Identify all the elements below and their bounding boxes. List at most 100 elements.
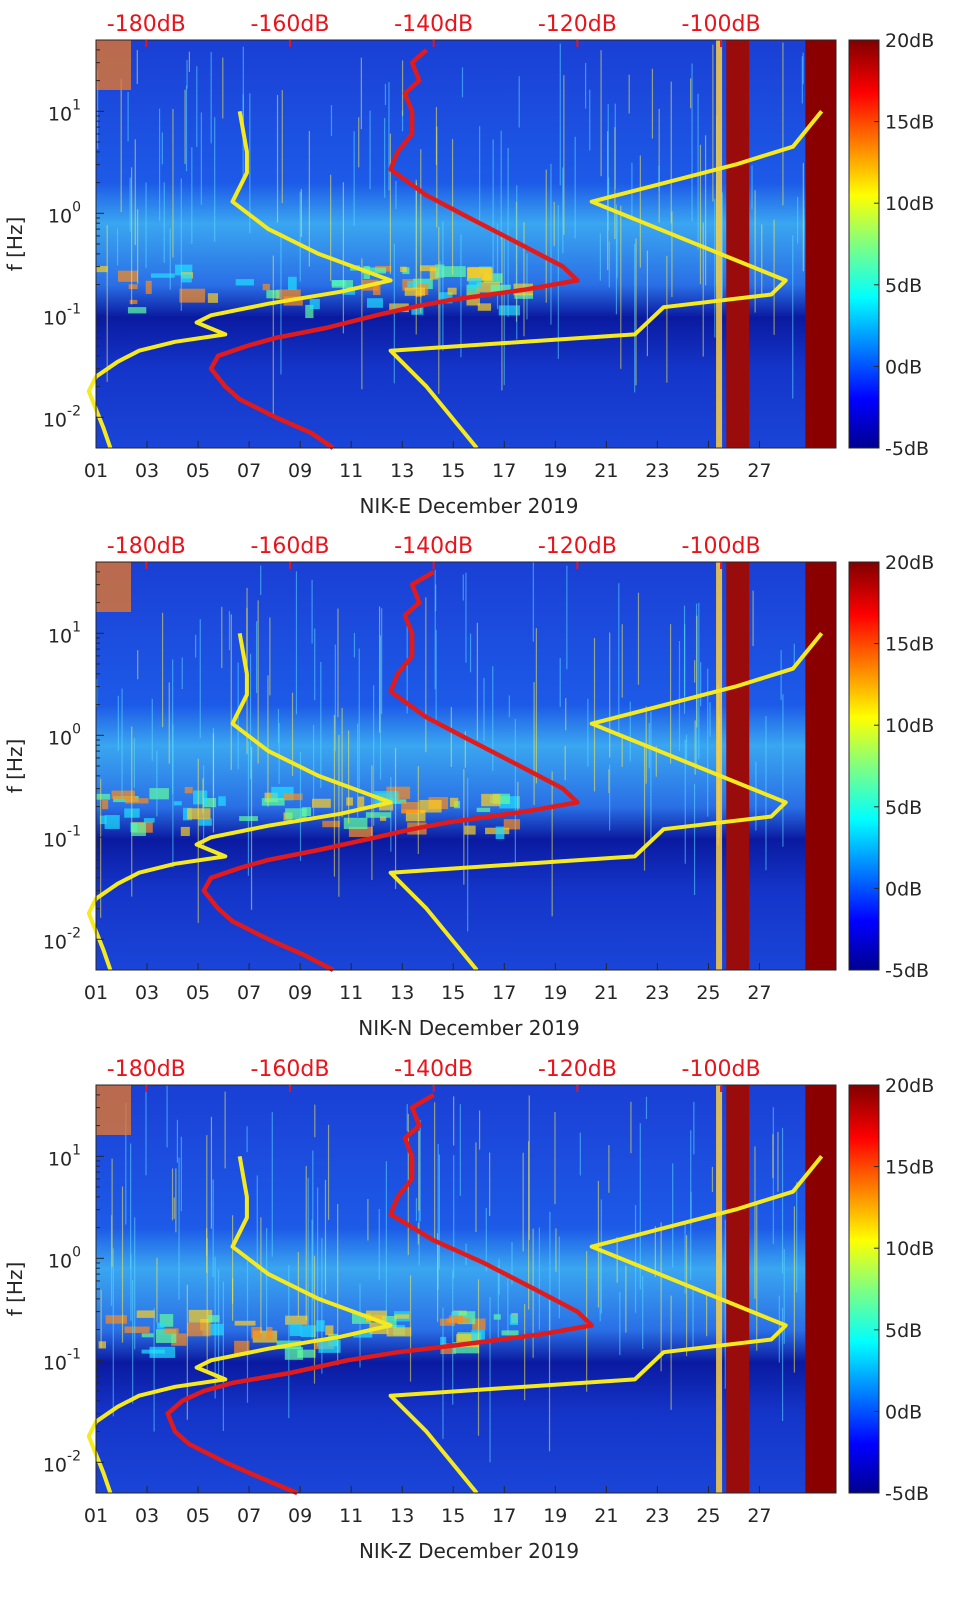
x-axis-title: NIK-N December 2019 xyxy=(358,1016,579,1040)
top-axis-label: -120dB xyxy=(538,1057,617,1082)
x-axis-title: NIK-Z December 2019 xyxy=(359,1539,579,1563)
series-nhnm xyxy=(388,1155,824,1495)
colorbar-label: 0dB xyxy=(885,356,922,378)
x-tick-label: 17 xyxy=(492,460,516,482)
series-nlnm xyxy=(86,632,393,971)
x-tick-label: 01 xyxy=(84,982,108,1004)
top-axis-label: -100dB xyxy=(682,1057,761,1082)
top-axis-label: -180dB xyxy=(107,534,186,559)
y-tick-label: 101 xyxy=(48,1142,81,1170)
x-axis-title: NIK-E December 2019 xyxy=(359,494,578,518)
top-axis-label: -140dB xyxy=(394,12,473,37)
x-tick-label: 05 xyxy=(186,982,210,1004)
x-tick-label: 03 xyxy=(135,460,159,482)
x-tick-label: 01 xyxy=(84,1505,108,1527)
colorbar-label: 15dB xyxy=(885,1157,934,1179)
top-axis-label: -180dB xyxy=(107,1057,186,1082)
top-axis-label: -100dB xyxy=(682,12,761,37)
y-tick-label: 10-2 xyxy=(43,403,81,431)
colorbar-label: -5dB xyxy=(885,438,929,460)
x-tick-label: 13 xyxy=(390,1505,414,1527)
spectrogram-texture xyxy=(96,40,836,448)
spectrogram-texture xyxy=(96,562,836,970)
x-tick-label: 27 xyxy=(747,1505,771,1527)
y-tick-label: 10-2 xyxy=(43,1448,81,1476)
x-tick-label: 13 xyxy=(390,460,414,482)
panel-3: 01 03 05 07 09 11 13 15 17 19 21 23 25 27 101 100 10-1 10… xyxy=(3,1057,934,1563)
series-nhnm xyxy=(388,110,824,450)
x-tick-label: 17 xyxy=(492,1505,516,1527)
top-axis-label: -120dB xyxy=(538,12,617,37)
top-axis-label: -180dB xyxy=(107,12,186,37)
top-axis-label: -140dB xyxy=(394,534,473,559)
x-tick-label: 15 xyxy=(441,1505,465,1527)
series-nlnm xyxy=(86,1155,393,1494)
top-axis-label: -120dB xyxy=(538,534,617,559)
y-axis-title: f [Hz] xyxy=(3,217,27,272)
colorbar-label: 10dB xyxy=(885,193,934,215)
colorbar-label: 5dB xyxy=(885,1320,922,1342)
y-tick-label: 101 xyxy=(48,97,81,125)
colorbar-label: 10dB xyxy=(885,1238,934,1260)
panel-1: 01 03 05 07 09 11 13 15 17 19 21 23 25 27 101 100 10-1 10… xyxy=(3,12,934,518)
x-tick-label: 21 xyxy=(594,982,618,1004)
x-tick-label: 03 xyxy=(135,982,159,1004)
x-tick-label: 25 xyxy=(696,460,720,482)
x-tick-label: 13 xyxy=(390,982,414,1004)
x-tick-label: 09 xyxy=(288,460,312,482)
series-nlnm xyxy=(86,110,393,449)
x-tick-label: 11 xyxy=(339,982,363,1004)
series-median-psd xyxy=(201,569,580,972)
top-axis-label: -160dB xyxy=(250,12,329,37)
x-tick-label: 17 xyxy=(492,982,516,1004)
y-tick-label: 100 xyxy=(48,721,81,749)
y-tick-label: 10-2 xyxy=(43,925,81,953)
top-axis-label: -160dB xyxy=(250,1057,329,1082)
x-tick-label: 07 xyxy=(237,1505,261,1527)
colorbar-label: 0dB xyxy=(885,878,922,900)
series-median-psd xyxy=(165,1092,594,1496)
x-tick-label: 15 xyxy=(441,982,465,1004)
x-tick-label: 05 xyxy=(186,1505,210,1527)
colorbar-label: 5dB xyxy=(885,797,922,819)
x-tick-label: 21 xyxy=(594,1505,618,1527)
colorbar-label: 20dB xyxy=(885,552,934,574)
x-tick-label: 27 xyxy=(747,982,771,1004)
panel-2: 01 03 05 07 09 11 13 15 17 19 21 23 25 27 101 100 10-1 10… xyxy=(3,534,934,1040)
x-tick-label: 09 xyxy=(288,982,312,1004)
x-tick-label: 07 xyxy=(237,460,261,482)
colorbar: 20dB 15dB 10dB 5dB 0dB -5dB xyxy=(848,1075,934,1505)
colorbar-label: 20dB xyxy=(885,1075,934,1097)
x-tick-label: 11 xyxy=(339,460,363,482)
x-tick-label: 25 xyxy=(696,1505,720,1527)
colorbar-label: 15dB xyxy=(885,112,934,134)
colorbar-label: -5dB xyxy=(885,960,929,982)
x-tick-label: 23 xyxy=(645,1505,669,1527)
top-axis-label: -160dB xyxy=(250,534,329,559)
x-tick-label: 07 xyxy=(237,982,261,1004)
x-tick-label: 01 xyxy=(84,460,108,482)
top-axis-label: -140dB xyxy=(394,1057,473,1082)
spectrogram-texture xyxy=(96,1085,836,1493)
y-tick-label: 100 xyxy=(48,199,81,227)
colorbar: 20dB 15dB 10dB 5dB 0dB -5dB xyxy=(848,30,934,460)
colorbar-label: 15dB xyxy=(885,634,934,656)
colorbar: 20dB 15dB 10dB 5dB 0dB -5dB xyxy=(848,552,934,982)
colorbar-label: 10dB xyxy=(885,715,934,737)
y-tick-label: 10-1 xyxy=(43,301,81,329)
x-tick-label: 21 xyxy=(594,460,618,482)
x-tick-label: 19 xyxy=(543,1505,567,1527)
x-tick-label: 25 xyxy=(696,982,720,1004)
x-tick-label: 09 xyxy=(288,1505,312,1527)
x-tick-label: 19 xyxy=(543,982,567,1004)
x-tick-label: 19 xyxy=(543,460,567,482)
y-tick-label: 10-1 xyxy=(43,823,81,851)
spectrogram-background xyxy=(96,40,836,448)
spectrogram-background xyxy=(96,1085,836,1493)
y-tick-label: 10-1 xyxy=(43,1346,81,1374)
colorbar-label: 20dB xyxy=(885,30,934,52)
x-tick-label: 03 xyxy=(135,1505,159,1527)
x-tick-label: 05 xyxy=(186,460,210,482)
x-tick-label: 15 xyxy=(441,460,465,482)
